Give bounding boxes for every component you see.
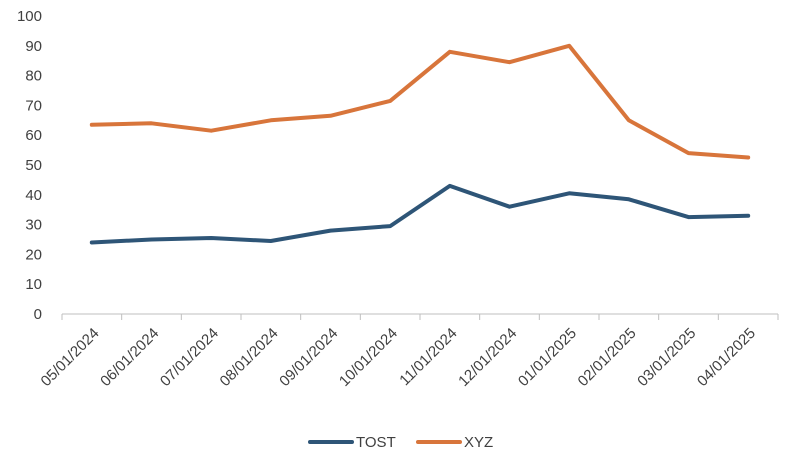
y-tick-label: 100	[17, 8, 42, 25]
y-tick-label: 80	[25, 68, 42, 85]
y-tick-label: 0	[34, 306, 42, 323]
x-tick-label: 12/01/2024	[455, 325, 520, 390]
series-line-xyz	[89, 43, 751, 160]
x-tick-label: 09/01/2024	[276, 325, 341, 390]
x-tick-label: 01/01/2025	[515, 325, 580, 390]
y-axis: 0 10 20 30 40 50 60 70 80 90 100	[17, 8, 42, 323]
y-tick-label: 60	[25, 127, 42, 144]
x-tick-label: 10/01/2024	[336, 325, 401, 390]
y-tick-label: 70	[25, 97, 42, 114]
legend: TOST XYZ	[308, 434, 493, 451]
x-tick-label: 03/01/2025	[634, 325, 699, 390]
legend-label-xyz: XYZ	[464, 434, 493, 451]
x-tick-label: 05/01/2024	[38, 325, 103, 390]
series-layer	[89, 43, 751, 245]
y-tick-label: 90	[25, 38, 42, 55]
x-tick-label: 08/01/2024	[217, 325, 282, 390]
y-tick-label: 10	[25, 276, 42, 293]
y-tick-label: 30	[25, 217, 42, 234]
x-tick-label: 04/01/2025	[694, 325, 759, 390]
y-tick-label: 50	[25, 157, 42, 174]
y-tick-label: 40	[25, 187, 42, 204]
x-axis: 05/01/202406/01/202407/01/202408/01/2024…	[38, 313, 779, 390]
x-tick-label: 07/01/2024	[157, 325, 222, 390]
legend-label-tost: TOST	[356, 434, 396, 451]
series-line-tost	[89, 183, 751, 245]
x-tick-label: 11/01/2024	[396, 325, 460, 389]
x-tick-label: 06/01/2024	[97, 325, 162, 390]
x-tick-label: 02/01/2025	[575, 325, 640, 390]
y-tick-label: 20	[25, 246, 42, 263]
